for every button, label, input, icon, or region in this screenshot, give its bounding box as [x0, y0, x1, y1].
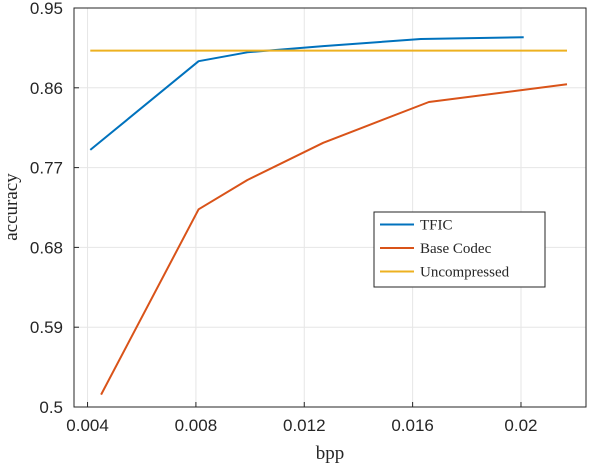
y-tick-label: 0.95 — [30, 0, 63, 18]
plot-frame — [73, 7, 587, 408]
y-tick-label: 0.59 — [30, 318, 63, 337]
series-line-base-codec — [100, 83, 568, 396]
x-tick-label: 0.016 — [391, 416, 434, 435]
plot-background — [74, 8, 586, 407]
legend-entry: Base Codec — [420, 241, 492, 257]
x-axis-title: bpp — [316, 443, 345, 464]
y-tick-label: 0.77 — [30, 159, 63, 178]
series-group — [89, 36, 568, 396]
series-line-tfic — [89, 36, 524, 151]
legend-entry: TFIC — [420, 218, 453, 234]
y-axis-title: accuracy — [1, 173, 22, 241]
y-tick-label: 0.68 — [30, 238, 63, 257]
ticks: 0.004 0.008 0.012 0.016 0.02 0.5 0.59 0.68 0.77 0… — [30, 0, 538, 435]
legend-entry: Uncompressed — [420, 265, 510, 281]
x-tick-label: 0.02 — [504, 416, 537, 435]
x-tick-label: 0.004 — [66, 416, 109, 435]
y-tick-label: 0.5 — [39, 398, 63, 417]
y-tick-label: 0.86 — [30, 79, 63, 98]
legend: TFIC Base Codec Uncompressed — [373, 211, 546, 288]
x-tick-label: 0.008 — [175, 416, 218, 435]
x-tick-label: 0.012 — [283, 416, 326, 435]
